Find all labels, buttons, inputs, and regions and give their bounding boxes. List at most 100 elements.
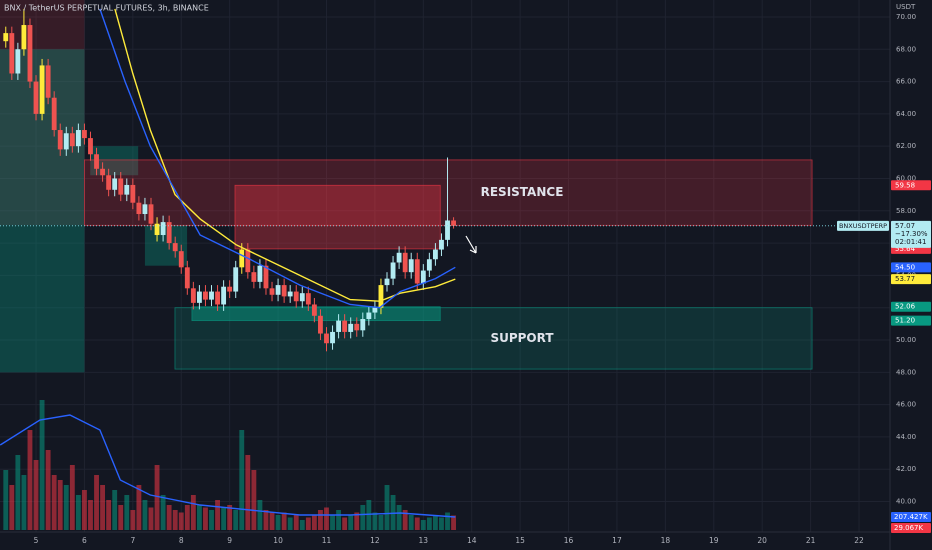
volume-bar xyxy=(384,485,390,530)
candle-body xyxy=(136,202,142,215)
candle-body xyxy=(257,265,263,282)
volume-bar xyxy=(263,510,269,530)
candle-body xyxy=(269,288,275,295)
candle-body xyxy=(142,204,148,215)
candle-body xyxy=(15,49,21,74)
candle-body xyxy=(39,65,45,114)
y-tick-label: 48.00 xyxy=(896,368,916,376)
volume-bar xyxy=(69,465,75,530)
volume-bar xyxy=(221,507,227,530)
candle-body xyxy=(45,65,51,98)
volume-bar xyxy=(124,495,130,530)
candle-body xyxy=(106,175,112,190)
y-tick-label: 64.00 xyxy=(896,110,916,118)
volume-bar xyxy=(354,512,360,530)
symbol-label: BNXUSDTPERP xyxy=(839,222,887,230)
volume-bar xyxy=(251,470,257,530)
volume-bar xyxy=(148,507,154,530)
candle-body xyxy=(148,204,154,224)
volume-bar xyxy=(348,515,354,530)
volume-bar xyxy=(366,500,372,530)
candle-body xyxy=(239,249,245,268)
x-tick-label: 19 xyxy=(709,536,719,545)
price-tag-label: 55.64 xyxy=(895,245,916,253)
candle-body xyxy=(227,286,233,292)
volume-bar xyxy=(21,475,27,530)
candle-body xyxy=(160,222,166,236)
volume-bar xyxy=(330,515,335,530)
y-tick-label: 46.00 xyxy=(896,401,916,409)
x-tick-label: 21 xyxy=(806,536,816,545)
price-tag xyxy=(891,180,931,191)
candle-body xyxy=(287,291,293,297)
zone-label: RESISTANCE xyxy=(481,185,564,199)
candle-body xyxy=(215,291,220,305)
candle-body xyxy=(324,333,329,344)
volume-bar xyxy=(372,512,378,530)
x-tick-label: 15 xyxy=(515,536,525,545)
volume-bar xyxy=(136,485,142,530)
candle-body xyxy=(251,272,257,282)
candle-body xyxy=(372,307,378,313)
candle-body xyxy=(9,33,15,74)
candle-body xyxy=(318,315,323,334)
candle-body xyxy=(100,168,106,176)
candle-body xyxy=(396,252,402,263)
volume-bar xyxy=(426,517,432,530)
change-label: −17.30% xyxy=(895,230,928,238)
volume-bar xyxy=(342,517,348,530)
last-price-label: 57.07 xyxy=(895,222,915,230)
y-tick-label: 44.00 xyxy=(896,433,916,441)
zone-label: SUPPORT xyxy=(490,331,554,345)
candle-body xyxy=(190,288,196,303)
candle-body xyxy=(94,154,99,169)
x-tick-label: 12 xyxy=(370,536,380,545)
volume-bar xyxy=(57,480,63,530)
volume-bar xyxy=(299,520,305,530)
candle-body xyxy=(69,133,75,147)
volume-bar xyxy=(75,495,81,530)
volume-bar xyxy=(445,512,450,530)
zone xyxy=(84,159,813,226)
volume-bar xyxy=(203,507,208,530)
volume-bar xyxy=(239,430,245,530)
volume-bar xyxy=(451,515,456,530)
candle-body xyxy=(130,184,136,203)
volume-bar xyxy=(233,510,239,530)
candle-body xyxy=(426,259,432,271)
volume-bar xyxy=(166,505,172,530)
chart-title: BNX / TetherUS PERPETUAL FUTURES, 3h, BI… xyxy=(4,4,209,13)
candle-body xyxy=(112,178,118,190)
price-tag xyxy=(891,274,931,285)
candle-body xyxy=(75,130,81,147)
arrow-annotation xyxy=(465,235,477,254)
x-tick-label: 14 xyxy=(467,536,477,545)
volume-bar xyxy=(293,515,299,530)
candle-body xyxy=(299,293,305,302)
candle-body xyxy=(88,138,93,155)
volume-bar xyxy=(112,490,118,530)
volume-bar xyxy=(88,500,93,530)
y-tick-label: 42.00 xyxy=(896,465,916,473)
x-tick-label: 18 xyxy=(661,536,671,545)
y-tick-label: 68.00 xyxy=(896,45,916,53)
volume-bar xyxy=(33,460,39,530)
candle-body xyxy=(420,270,426,284)
volume-bar xyxy=(275,515,281,530)
candle-body xyxy=(390,262,396,279)
price-tag-label: 51.20 xyxy=(895,317,915,325)
x-tick-label: 6 xyxy=(82,536,87,545)
last-price-tag xyxy=(891,220,931,248)
x-tick-label: 9 xyxy=(227,536,232,545)
x-tick-label: 10 xyxy=(273,536,283,545)
candle-body xyxy=(348,323,354,332)
volume-bar xyxy=(396,505,402,530)
moving-average-line xyxy=(99,8,456,309)
y-tick-label: 70.00 xyxy=(896,13,916,21)
candle-body xyxy=(366,312,372,320)
candle-body xyxy=(51,97,57,131)
candle-body xyxy=(178,251,184,268)
volume-bar xyxy=(94,475,99,530)
candle-body xyxy=(3,33,9,42)
